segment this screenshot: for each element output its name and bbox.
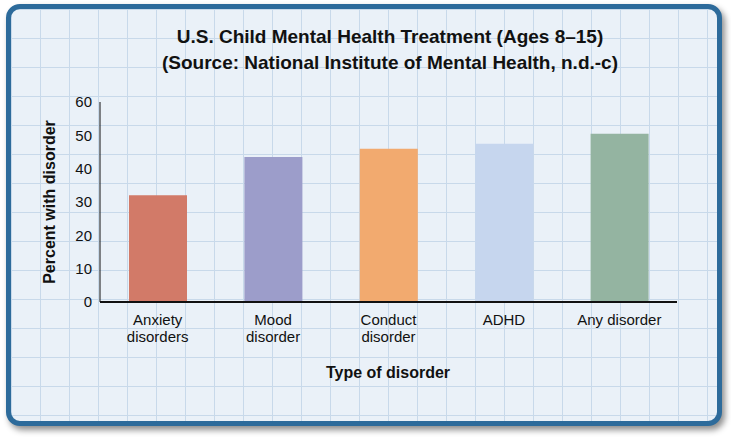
- svg-text:30: 30: [75, 193, 92, 210]
- svg-text:20: 20: [75, 227, 92, 244]
- svg-text:Mooddisorder: Mooddisorder: [246, 311, 300, 345]
- html-text:Type of disorder: Type of disorder: [325, 364, 451, 381]
- html-text:(Source: National Institute of: (Source: National Institute of Mental He…: [162, 52, 618, 73]
- svg-text:40: 40: [75, 160, 92, 177]
- html-text:U.S. Child Mental Health Treat: U.S. Child Mental Health Treatment (Ages…: [176, 26, 604, 47]
- html-text:Percent with disorder: Percent with disorder: [41, 120, 58, 284]
- svg-text:60: 60: [75, 93, 92, 110]
- svg-text:ADHD: ADHD: [483, 311, 526, 328]
- svg-text:10: 10: [75, 260, 92, 277]
- svg-text:Any disorder: Any disorder: [577, 311, 661, 328]
- svg-text:Conductdisorder: Conductdisorder: [361, 311, 418, 345]
- svg-text:Anxietydisorders: Anxietydisorders: [127, 311, 189, 345]
- svg-text:0: 0: [84, 293, 92, 310]
- svg-text:50: 50: [75, 127, 92, 144]
